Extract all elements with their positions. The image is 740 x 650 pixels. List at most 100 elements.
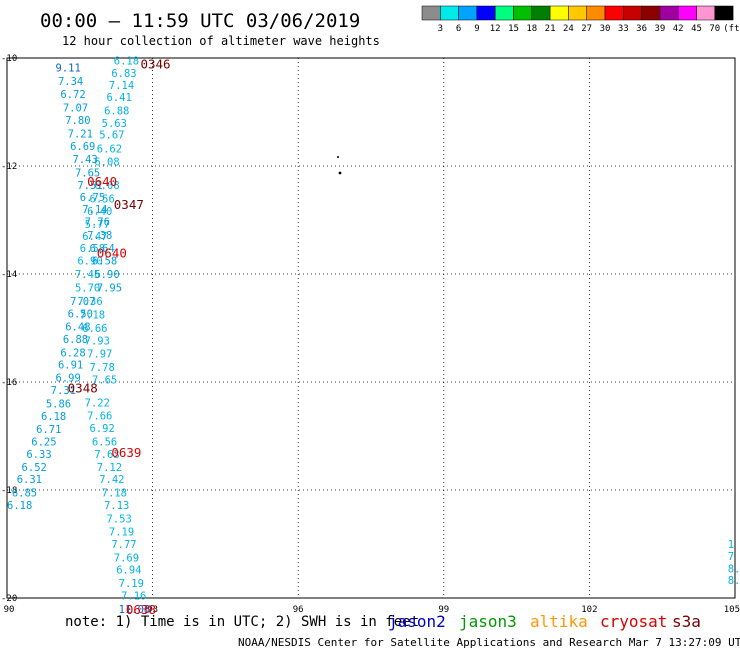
wave-height-label: 7.31 xyxy=(51,385,76,397)
wave-height-label: 6.48 xyxy=(65,321,90,333)
edge-label: 1 xyxy=(728,539,734,551)
pass-time-label: 0348 xyxy=(68,380,98,395)
wave-height-label: 7.19 xyxy=(109,527,134,539)
island-dot xyxy=(337,156,339,158)
x-tick-label: 105 xyxy=(724,605,740,615)
wave-height-label: 7.76 xyxy=(85,217,110,229)
color-scale-swatch xyxy=(641,5,661,21)
pass-time-labels: 0346 0640 0347 0640 0348 0639 0638 xyxy=(68,56,171,616)
wave-height-label: 7.38 xyxy=(87,230,112,242)
wave-height-label: 5.70 xyxy=(75,283,100,295)
wave-height-label: 6.40 xyxy=(87,206,112,218)
wave-height-label: 7.22 xyxy=(85,398,110,410)
wave-height-label: 7.97 xyxy=(87,348,112,360)
wave-height-label: 11.08 xyxy=(119,604,151,616)
wave-height-label: 6.90 xyxy=(77,256,102,268)
color-scale-label: 24 xyxy=(563,24,574,34)
footer-credit: NOAA/NESDIS Center for Satellite Applica… xyxy=(238,636,740,649)
wave-height-label: 7.13 xyxy=(104,500,129,512)
y-tick-label: -10 xyxy=(1,54,17,64)
wave-height-label: 6.18 xyxy=(41,411,66,423)
color-scale-label: 30 xyxy=(600,24,611,34)
color-scale-swatch xyxy=(458,5,478,21)
color-scale-swatch xyxy=(714,5,734,21)
color-scale-label: 45 xyxy=(691,24,702,34)
wave-height-label: 7.07 xyxy=(70,296,95,308)
y-tick-label: -12 xyxy=(1,162,17,172)
wave-height-label: 5.63 xyxy=(102,118,127,130)
color-scale-label: 18 xyxy=(526,24,537,34)
wave-height-label: 7.21 xyxy=(68,129,93,141)
wave-height-label: 6.50 xyxy=(68,308,93,320)
color-scale-swatch xyxy=(513,5,533,21)
wave-height-label: 6.08 xyxy=(94,157,119,169)
edge-labels: 178.8. xyxy=(728,539,740,587)
island-dot xyxy=(338,171,342,175)
y-tick-label: -20 xyxy=(1,594,17,604)
pass-time-label: 0639 xyxy=(111,445,141,460)
pass-time-label: 0638 xyxy=(126,602,156,617)
wave-height-points: 6.186.837.146.416.885.635.676.626.086.08… xyxy=(7,56,150,616)
wave-height-label: 6.47 xyxy=(82,231,107,243)
wave-height-label: 6.31 xyxy=(17,474,42,486)
wave-height-label: 5.86 xyxy=(46,399,71,411)
wave-height-label: 7.34 xyxy=(58,76,83,88)
time-range-title: 00:00 — 11:59 UTC 03/06/2019 xyxy=(40,10,360,32)
wave-height-label: 6.71 xyxy=(36,424,61,436)
wave-height-label: 7.95 xyxy=(97,283,122,295)
wave-height-label: 7.53 xyxy=(106,514,131,526)
wave-height-label: 6.56 xyxy=(92,436,117,448)
wave-height-label: 5.77 xyxy=(85,219,110,231)
color-scale-label: 6 xyxy=(456,24,461,34)
color-scale-swatch xyxy=(659,5,679,21)
wave-height-label: 7.69 xyxy=(114,553,139,565)
pass-time-label: 0640 xyxy=(97,245,127,260)
wave-height-label: 6.18 xyxy=(7,500,32,512)
legend-cryosat: cryosat xyxy=(600,612,667,631)
color-scale-swatch xyxy=(494,5,514,21)
color-scale-swatch xyxy=(440,5,459,21)
color-scale-swatch xyxy=(677,5,697,21)
y-tick-label: -14 xyxy=(1,270,17,280)
pass-time-label: 0640 xyxy=(87,174,117,189)
color-scale-label: 70 xyxy=(709,24,720,34)
wave-height-label: 6.85 xyxy=(12,488,37,500)
color-scale-label: 36 xyxy=(636,24,647,34)
wave-height-label: 6.25 xyxy=(31,436,56,448)
isolated-dots xyxy=(337,156,342,175)
x-tick-label: 99 xyxy=(438,605,449,615)
x-tick-label: 96 xyxy=(293,605,304,615)
color-scale-label: 39 xyxy=(654,24,665,34)
wave-height-label: 7.77 xyxy=(111,539,136,551)
wave-height-label: 6.75 xyxy=(80,192,105,204)
wave-height-label: 6.58 xyxy=(92,256,117,268)
wave-height-label: 6.91 xyxy=(58,360,83,372)
color-scale-label: 27 xyxy=(581,24,592,34)
wave-height-label: 6.41 xyxy=(106,92,131,104)
legend-altika: altika xyxy=(530,612,588,631)
chart-subtitle: 12 hour collection of altimeter wave hei… xyxy=(62,34,380,48)
color-scale-swatch xyxy=(568,5,587,21)
color-scale-swatch xyxy=(696,5,716,21)
color-scale-swatch xyxy=(623,5,642,21)
color-scale-swatch xyxy=(549,5,569,21)
color-scale-swatch xyxy=(476,5,496,21)
wave-height-label: 6.52 xyxy=(22,462,47,474)
legend-s3a: s3a xyxy=(672,612,701,631)
color-scale-label: 15 xyxy=(508,24,519,34)
wave-height-label: 6.58 xyxy=(80,243,105,255)
color-scale-label: 3 xyxy=(438,24,443,34)
wave-height-label: 7.18 xyxy=(102,488,127,500)
wave-height-label: 6.90 xyxy=(94,269,119,281)
wave-height-label: 6.72 xyxy=(60,89,85,101)
edge-label: 8. xyxy=(728,563,740,575)
wave-height-label: 7.80 xyxy=(65,115,90,127)
y-axis-ticks: -10 -12 -14 -16 -18 -20 xyxy=(1,54,17,604)
wave-height-label: 6.56 xyxy=(90,193,115,205)
wave-height-label: 6.92 xyxy=(90,423,115,435)
wave-height-label: 7.51 xyxy=(77,180,102,192)
wave-height-label: 9.11 xyxy=(56,63,81,75)
wave-height-label: 6.08 xyxy=(94,180,119,192)
wave-height-label: 7.07 xyxy=(63,103,88,115)
